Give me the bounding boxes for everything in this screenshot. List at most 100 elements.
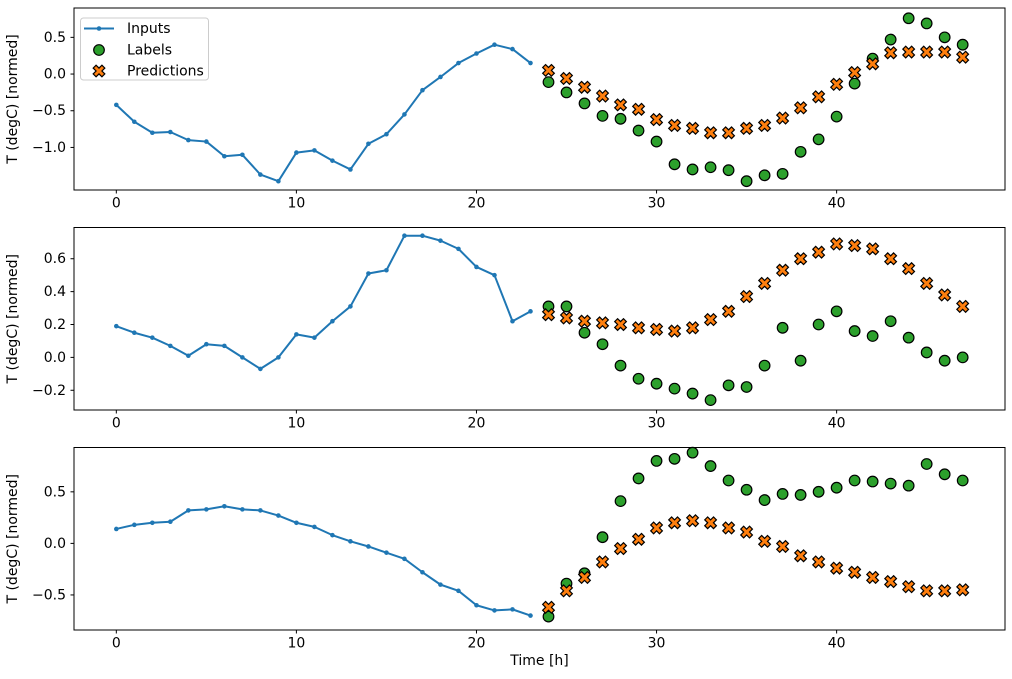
legend-box: [80, 17, 209, 81]
labels-point: [758, 359, 771, 372]
y-tick-label: −0.5: [32, 103, 66, 119]
predictions-point: [559, 311, 574, 325]
labels-series: [542, 12, 969, 188]
predictions-point: [595, 316, 610, 330]
labels-point: [650, 135, 663, 148]
inputs-point: [528, 613, 533, 618]
labels-point: [956, 351, 969, 364]
inputs-point: [402, 112, 407, 117]
inputs-point: [132, 119, 137, 125]
predictions-point: [685, 514, 700, 528]
x-icon: [92, 64, 106, 78]
legend-entry-labels: Labels: [93, 43, 172, 59]
x-tick-label: 40: [828, 636, 846, 652]
x-tick-label: 10: [287, 196, 305, 212]
labels-point: [848, 77, 861, 90]
predictions-point: [901, 45, 916, 59]
inputs-point: [510, 318, 515, 324]
inputs-point: [312, 524, 317, 530]
inputs-point: [384, 550, 389, 555]
inputs-point: [258, 366, 263, 372]
predictions-point: [613, 98, 628, 112]
labels-point: [956, 474, 969, 487]
predictions-point: [847, 65, 862, 80]
labels-point: [794, 489, 807, 501]
inputs-point: [240, 152, 245, 158]
predictions-point: [901, 261, 916, 276]
labels-point: [596, 109, 609, 122]
predictions-point: [649, 112, 664, 127]
predictions-point: [595, 555, 610, 569]
labels-point: [956, 38, 969, 51]
labels-point: [632, 372, 645, 385]
labels-point: [722, 474, 735, 487]
predictions-point: [559, 71, 574, 86]
circle-icon: [93, 44, 105, 56]
labels-point: [866, 330, 879, 342]
predictions-point: [775, 263, 790, 277]
inputs-point: [240, 355, 245, 360]
inputs-point: [474, 264, 479, 270]
inputs-point: [222, 343, 227, 349]
inputs-point: [132, 522, 137, 528]
y-tick-label: 0.5: [44, 484, 66, 500]
inputs-point: [330, 318, 335, 324]
legend: Inputs Labels Predictions: [80, 17, 209, 81]
inputs-point: [222, 153, 227, 159]
inputs-point: [132, 330, 137, 336]
labels-point: [668, 382, 681, 395]
predictions-point: [865, 57, 880, 71]
inputs-point: [348, 304, 353, 309]
predictions-point: [793, 549, 808, 563]
inputs-series: [114, 233, 533, 372]
inputs-point: [474, 602, 479, 608]
predictions-point: [703, 516, 718, 530]
x-tick-label: 30: [648, 196, 666, 212]
labels-point: [740, 483, 753, 496]
inputs-point: [114, 102, 119, 108]
predictions-series: [541, 514, 970, 614]
x-tick-label: 0: [112, 416, 121, 432]
y-axis: 0.5 0.0 −0.5: [32, 484, 74, 603]
legend-label: Inputs: [127, 21, 171, 37]
predictions-point: [775, 111, 790, 125]
x-tick-label: 30: [648, 416, 666, 432]
inputs-point: [258, 172, 263, 177]
x-tick-label: 10: [287, 416, 305, 432]
predictions-point: [541, 307, 556, 322]
y-axis-label: T (degC) [normed]: [5, 474, 21, 605]
predictions-point: [847, 238, 862, 253]
x-axis: 0 10 20 30 40: [112, 410, 846, 432]
predictions-point: [631, 321, 646, 335]
predictions-point: [956, 299, 970, 314]
predictions-point: [685, 321, 700, 335]
inputs-point: [456, 246, 461, 252]
inputs-line: [115, 234, 532, 370]
predictions-series: [541, 45, 970, 140]
labels-point: [830, 481, 843, 494]
labels-point: [938, 354, 951, 367]
inputs-point: [366, 271, 371, 276]
labels-point: [704, 460, 717, 472]
inputs-point: [438, 582, 443, 587]
predictions-point: [793, 252, 808, 266]
predictions-point: [739, 121, 754, 136]
labels-point: [794, 354, 807, 367]
inputs-point: [366, 544, 371, 549]
labels-point: [686, 446, 699, 459]
x-tick-label: 0: [112, 636, 121, 652]
predictions-point: [811, 555, 826, 569]
x-tick-label: 20: [468, 416, 486, 432]
predictions-point: [865, 242, 880, 256]
y-tick-label: −0.5: [32, 587, 66, 603]
labels-point: [614, 112, 627, 125]
inputs-point: [114, 323, 119, 329]
inputs-point: [438, 238, 443, 243]
inputs-point: [348, 167, 353, 172]
labels-point: [812, 485, 825, 498]
predictions-point: [541, 63, 556, 78]
inputs-point: [456, 60, 461, 66]
y-axis-label: T (degC) [normed]: [5, 34, 21, 165]
x-tick-label: 10: [287, 636, 305, 652]
